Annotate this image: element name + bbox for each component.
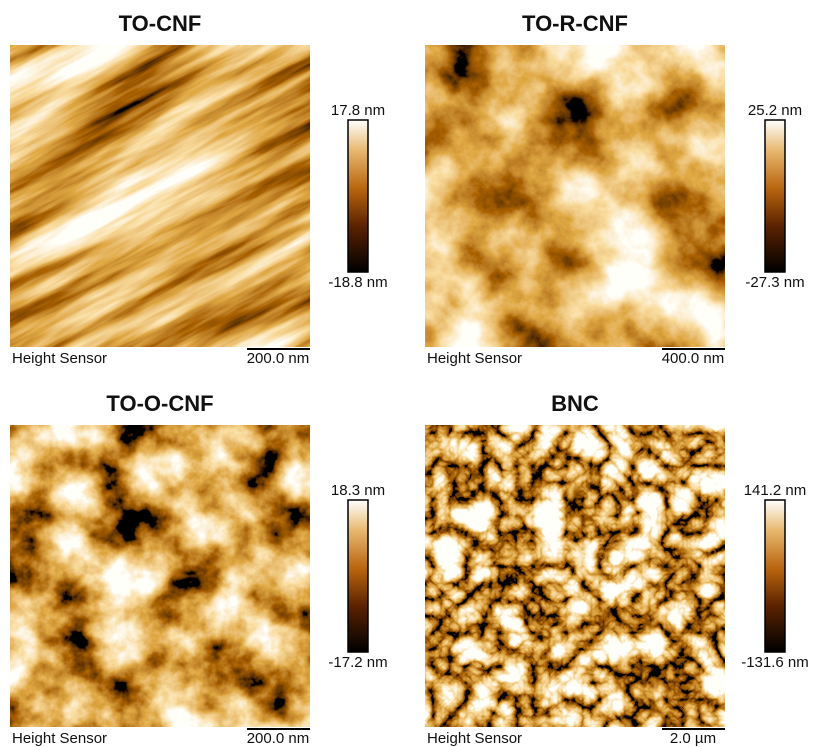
color-bar-min: -131.6 nm: [741, 654, 809, 671]
sensor-label: Height Sensor: [12, 730, 107, 747]
figure: TO-CNF 17.8 nm -18.8 nm Height Sensor 200.0 …: [0, 0, 814, 747]
color-bar-max: 25.2 nm: [748, 102, 802, 119]
color-bar: [765, 120, 785, 272]
scale-label: 200.0 nm: [247, 350, 310, 367]
panel: TO-R-CNF 25.2 nm -27.3 nm Height Sensor 400.…: [425, 11, 805, 367]
scale-label: 400.0 nm: [662, 350, 725, 367]
color-bar: [348, 120, 368, 272]
color-bar-min: -17.2 nm: [328, 654, 387, 671]
sensor-label: Height Sensor: [12, 350, 107, 367]
panel-title: TO-R-CNF: [522, 11, 628, 36]
color-bar-max: 18.3 nm: [331, 482, 385, 499]
afm-image: [425, 45, 725, 347]
sensor-label: Height Sensor: [427, 350, 522, 367]
scale-label: 200.0 nm: [247, 730, 310, 747]
color-bar-max: 17.8 nm: [331, 102, 385, 119]
color-bar: [765, 500, 785, 652]
afm-image: [425, 425, 725, 727]
afm-image: [10, 425, 310, 727]
color-bar-min: -27.3 nm: [745, 274, 804, 291]
panel-title: BNC: [551, 391, 599, 416]
panel-title: TO-O-CNF: [106, 391, 213, 416]
panels: TO-CNF 17.8 nm -18.8 nm Height Sensor 200.0 …: [0, 0, 809, 747]
panel-title: TO-CNF: [119, 11, 202, 36]
sensor-label: Height Sensor: [427, 730, 522, 747]
color-bar: [348, 500, 368, 652]
color-bar-min: -18.8 nm: [328, 274, 387, 291]
color-bar-max: 141.2 nm: [744, 482, 807, 499]
scale-label: 2.0 µm: [670, 730, 716, 747]
page: TO-CNF 17.8 nm -18.8 nm Height Sensor 200.0 …: [0, 0, 814, 747]
panel: BNC 141.2 nm -131.6 nm Height Sensor 2.0 µm: [425, 391, 809, 747]
panel: TO-O-CNF 18.3 nm -17.2 nm Height Sensor 200.…: [10, 391, 388, 747]
